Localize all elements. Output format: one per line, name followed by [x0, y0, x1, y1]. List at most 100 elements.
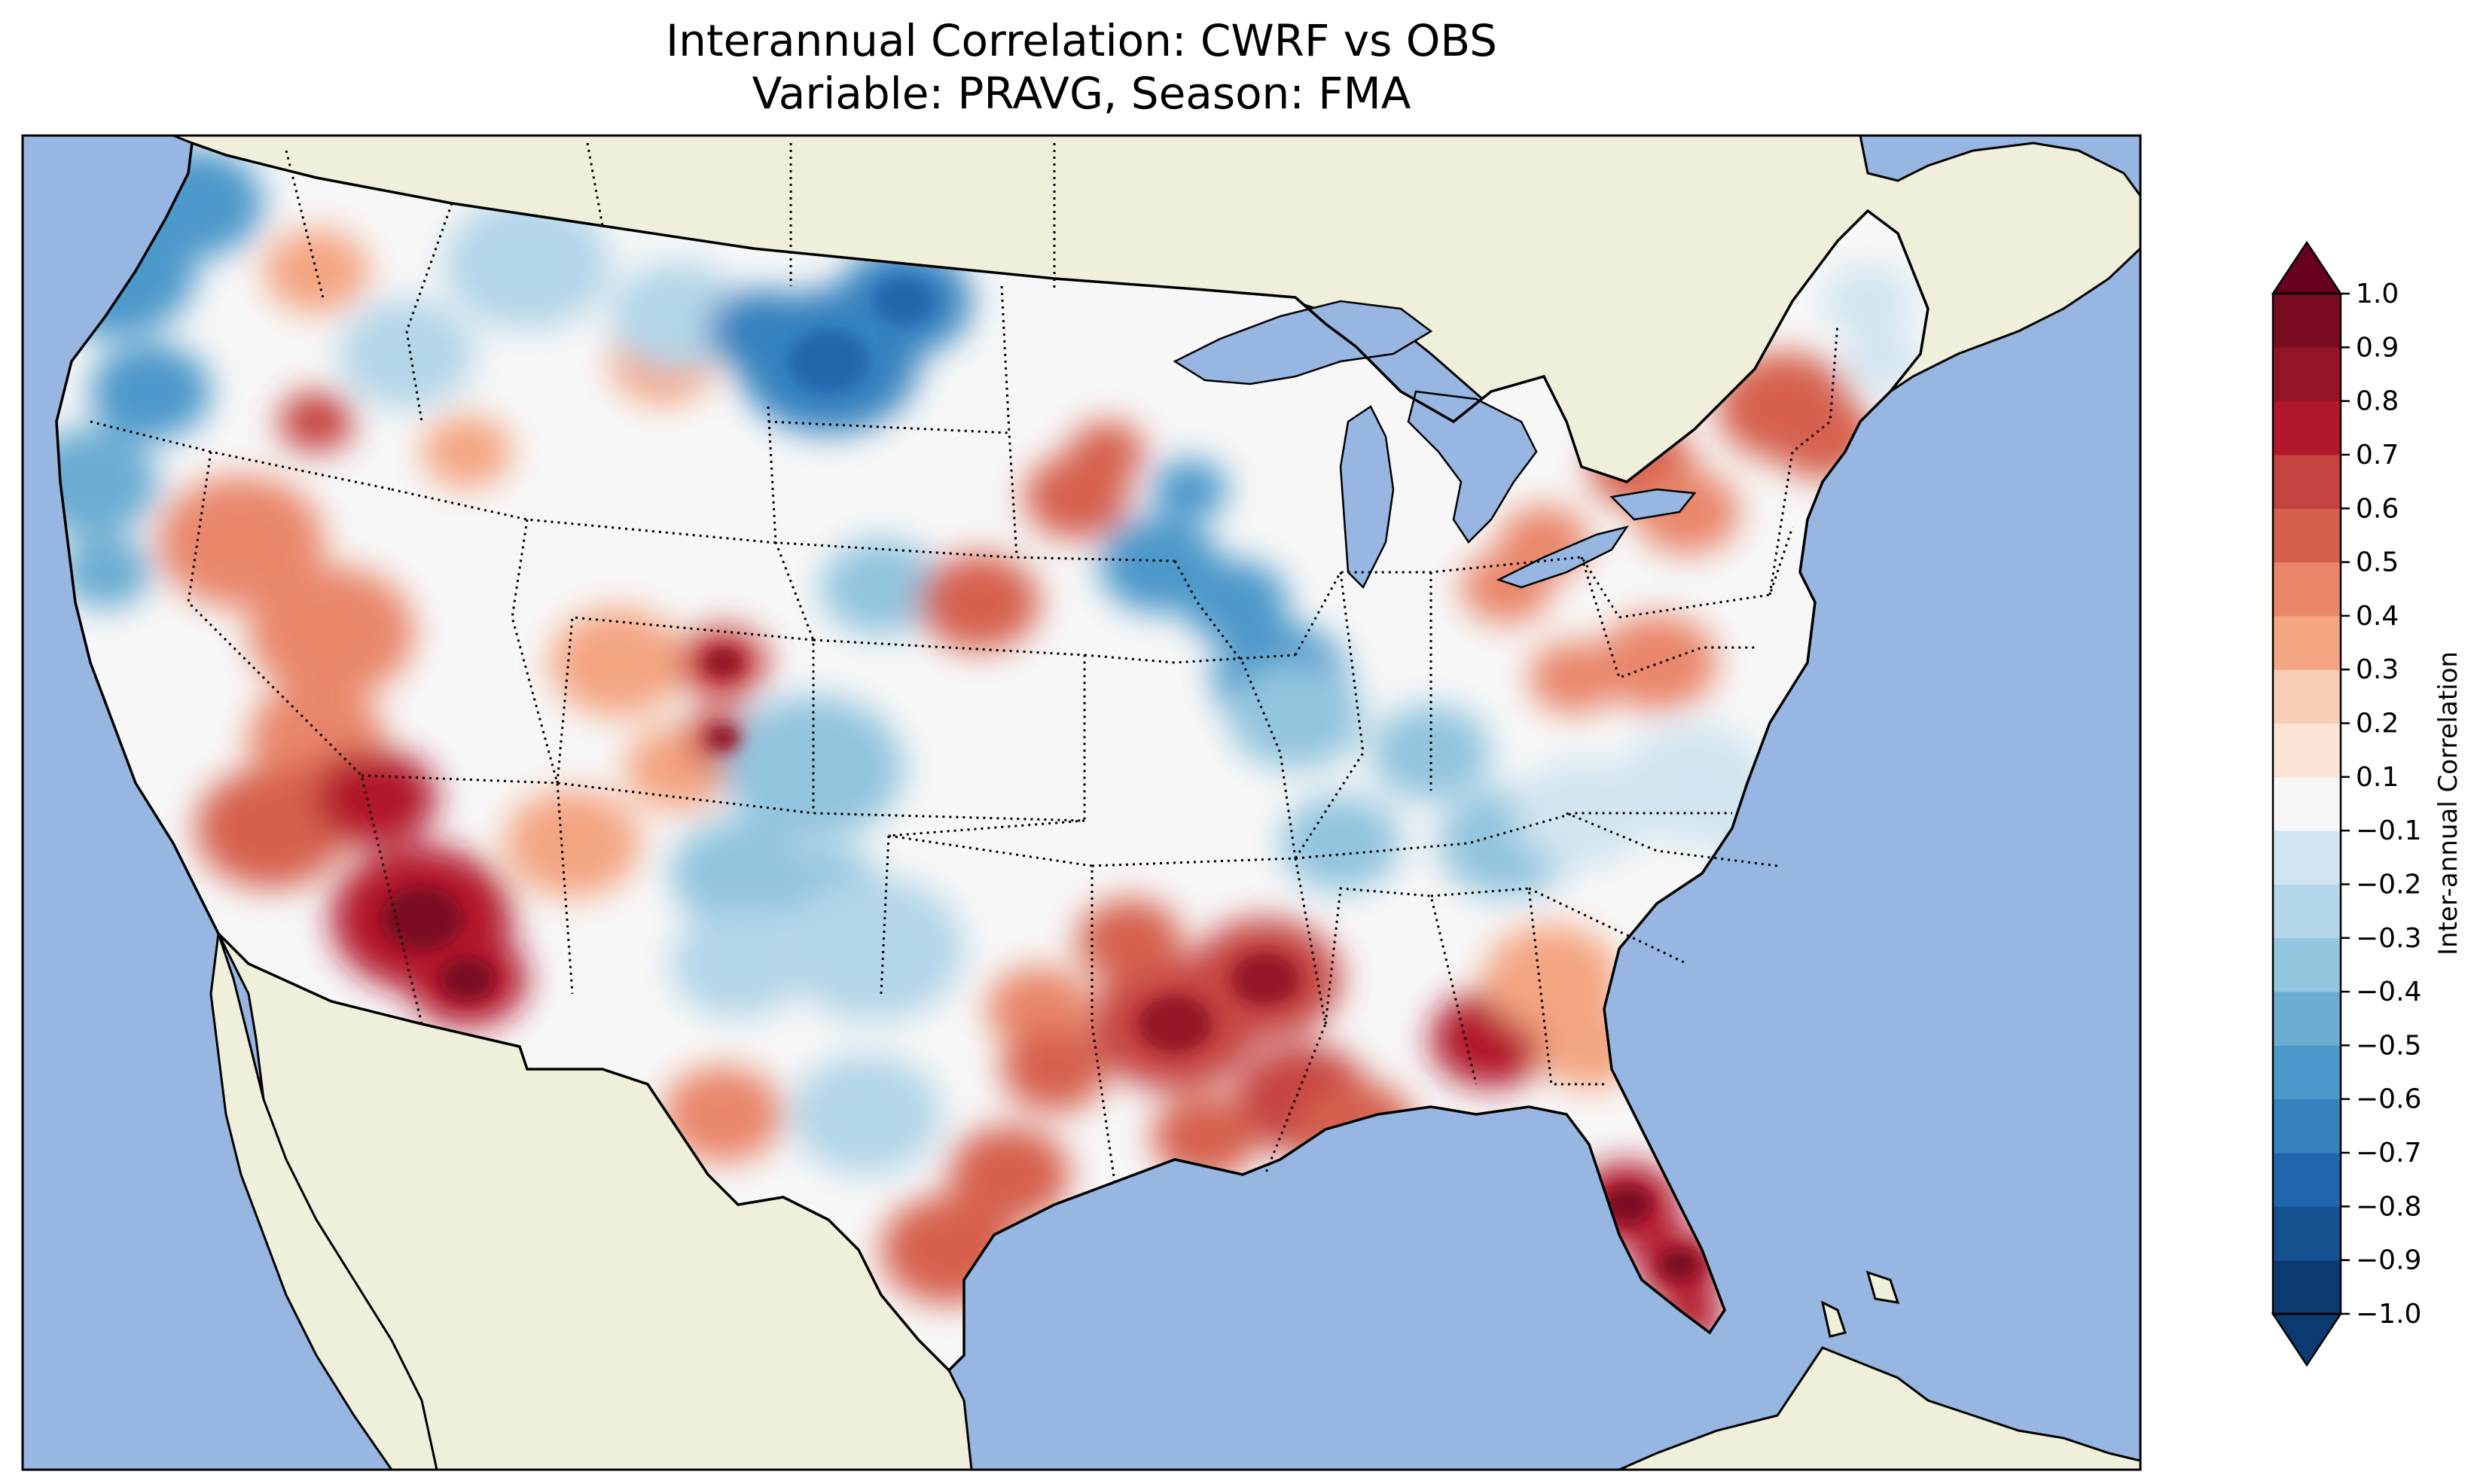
- colorbar-segment: [2273, 937, 2341, 992]
- colorbar-tick-label: −0.8: [2356, 1191, 2421, 1222]
- correlation-region-pacific-northwest: [90, 343, 211, 440]
- lake-ontario: [1609, 488, 1697, 521]
- colorbar-segments: [2273, 294, 2341, 1315]
- colorbar-segment: [2273, 669, 2341, 724]
- correlation-core-arkansas-mississippi: [1137, 995, 1213, 1053]
- colorbar-tick-label: 0.1: [2356, 762, 2399, 793]
- title-line-1: Interannual Correlation: CWRF vs OBS: [666, 15, 1497, 66]
- correlation-region-northern-california-coast: [56, 428, 158, 536]
- correlation-region-virginia: [1529, 641, 1619, 714]
- correlation-region-new-mexico-east: [670, 910, 806, 1018]
- colorbar-segment: [2273, 1153, 2341, 1207]
- correlation-region-kansas-oklahoma: [821, 539, 941, 635]
- correlation-region-illinois-indiana: [1371, 705, 1491, 801]
- colorbar-label: Inter-annual Correlation: [2433, 651, 2463, 955]
- correlation-region-illinois-indiana: [1280, 795, 1401, 891]
- colorbar-segment: [2273, 776, 2341, 831]
- correlation-region-south-texas-coast: [1002, 1027, 1107, 1111]
- map-panel: [23, 136, 2140, 1470]
- colorbar-segment: [2273, 508, 2341, 563]
- correlation-core-arizona-southern: [381, 887, 462, 950]
- colorbar-tick-label: −0.5: [2356, 1030, 2421, 1061]
- correlation-region-louisiana-coast: [1077, 899, 1182, 983]
- correlation-region-new-england-north: [1823, 265, 1913, 337]
- colorbar-tick-label: 0.6: [2356, 493, 2399, 524]
- correlation-region-nevada-west: [249, 566, 414, 699]
- colorbar-tick-label: −0.9: [2356, 1245, 2421, 1276]
- colorbar-segment: [2273, 830, 2341, 885]
- lake-erie: [1496, 526, 1629, 589]
- colorbar-tick-label: −0.4: [2356, 977, 2421, 1007]
- colorbar-ticks: −1.0 −0.9 −0.8 −0.7 −0.6 −0.5 −0.4 −0.3 −0.2 −0.1…: [2341, 279, 2421, 1330]
- correlation-region-montana-north-dakota-border: [708, 289, 813, 373]
- correlation-region-new-mexico-east: [783, 876, 964, 1021]
- lake-michigan: [1339, 405, 1395, 590]
- colorbar-tick-label: −0.6: [2356, 1084, 2421, 1115]
- correlation-core-florida: [1603, 1186, 1651, 1223]
- lake-huron: [1407, 390, 1538, 544]
- colorbar-segment: [2273, 992, 2341, 1046]
- correlation-core-colorado-rockies: [706, 724, 740, 751]
- correlation-region-idaho: [422, 416, 512, 488]
- colorbar-tick-label: −0.2: [2356, 869, 2421, 900]
- correlation-region-colorado-rockies: [279, 392, 354, 452]
- colorbar-tick-label: 0.5: [2356, 547, 2399, 578]
- correlation-region-iowa: [1182, 560, 1288, 644]
- correlation-region-illinois-indiana: [1228, 661, 1363, 769]
- correlation-region-south-texas-coast: [949, 1126, 1069, 1223]
- colorbar-tick-label: −0.1: [2356, 815, 2421, 846]
- colorbar: −1.0 −0.9 −0.8 −0.7 −0.6 −0.5 −0.4 −0.3 −0.2 −0.1…: [2271, 240, 2463, 1367]
- correlation-core-montana-north-dakota-border: [788, 330, 869, 393]
- correlation-region-nevada-west: [158, 476, 324, 608]
- colorbar-tick-label: −0.3: [2356, 923, 2421, 954]
- colorbar-segment: [2273, 615, 2341, 670]
- colorbar-tick-label: 0.3: [2356, 654, 2399, 685]
- correlation-core-montana-north-dakota-border: [873, 277, 935, 325]
- colorbar-segment: [2273, 723, 2341, 778]
- colorbar-segment: [2273, 1260, 2341, 1315]
- correlation-region-carolinas: [1514, 759, 1649, 867]
- correlation-core-arkansas-mississippi: [1231, 952, 1299, 1005]
- colorbar-extend-min: [2271, 1312, 2343, 1367]
- colorbar-segment: [2273, 562, 2341, 617]
- correlation-region-arizona-southern: [316, 750, 437, 846]
- correlation-region-nebraska-east: [1069, 422, 1145, 482]
- colorbar-tick-label: 0.4: [2356, 601, 2399, 632]
- colorbar-segment: [2273, 1045, 2341, 1100]
- correlation-region-northern-california-coast: [60, 536, 151, 608]
- colorbar-segment: [2273, 401, 2341, 456]
- correlation-region-kansas-oklahoma: [670, 819, 806, 928]
- correlation-region-iowa: [1152, 459, 1228, 520]
- great-lakes: [1173, 300, 1697, 590]
- colorbar-tick-label: 1.0: [2356, 279, 2399, 309]
- correlation-region-virginia: [1597, 614, 1717, 711]
- correlation-region-montana-central: [339, 300, 474, 408]
- colorbar-outline: [2271, 292, 2342, 1315]
- correlation-region-kansas-oklahoma: [723, 696, 904, 840]
- correlation-region-west-texas: [663, 1066, 783, 1163]
- colorbar-segment: [2273, 454, 2341, 509]
- correlation-cores: [381, 277, 1700, 1281]
- colorbar-tick-label: 0.9: [2356, 332, 2399, 363]
- colorbar-segment: [2273, 1206, 2341, 1261]
- correlation-region-montana-central: [444, 197, 610, 330]
- colorbar-tick-label: 0.8: [2356, 386, 2399, 417]
- correlation-region-new-mexico-east: [791, 1054, 941, 1175]
- bahamas-islands: [1820, 1270, 1900, 1338]
- map-border: [21, 134, 2142, 1471]
- correlation-core-florida: [1659, 1249, 1700, 1281]
- colorbar-segment: [2273, 1099, 2341, 1153]
- correlation-region-utah-colorado: [550, 608, 685, 717]
- state-borders: [90, 142, 1839, 1183]
- colorbar-tick-label: −1.0: [2356, 1299, 2421, 1330]
- colorbar-tick-label: −0.7: [2356, 1138, 2421, 1169]
- colorbar-segment: [2273, 294, 2341, 348]
- baja-peninsula: [209, 933, 438, 1470]
- title-line-2: Variable: PRAVG, Season: FMA: [752, 68, 1411, 119]
- correlation-region-utah-colorado: [505, 789, 640, 897]
- cuba-island: [1618, 1346, 2140, 1470]
- colorbar-tick-label: 0.7: [2356, 440, 2399, 471]
- colorbar-segment: [2273, 347, 2341, 402]
